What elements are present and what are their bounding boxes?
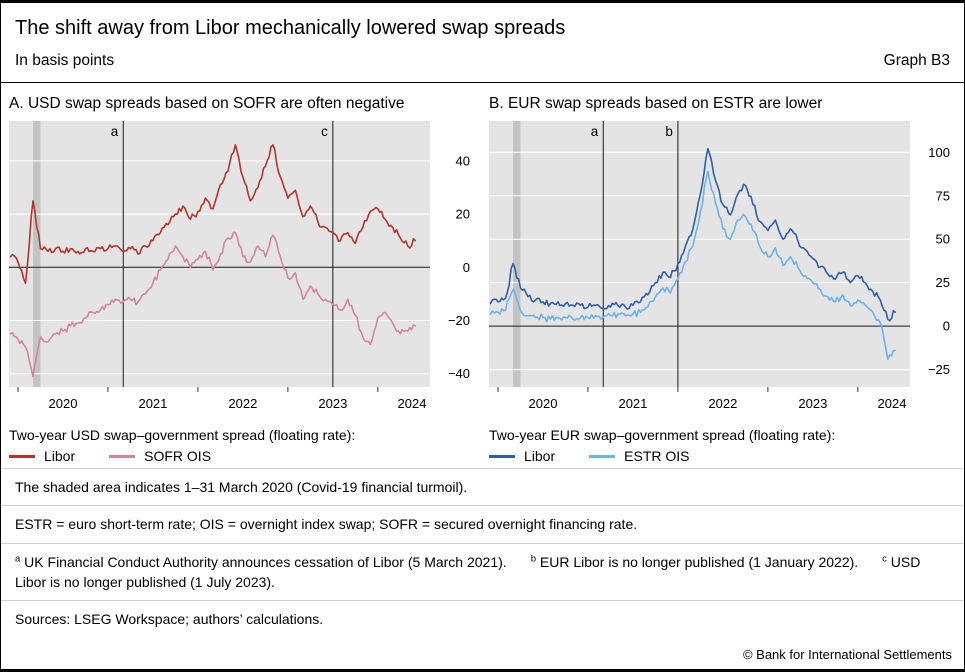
divider	[1, 468, 964, 469]
plot-area	[489, 121, 910, 387]
x-tick-label: 2024	[878, 396, 907, 411]
x-tick-label: 2024	[398, 396, 427, 411]
sources-line: Sources: LSEG Workspace; authors’ calcul…	[15, 611, 324, 628]
panel-b-title: B. EUR swap spreads based on ESTR are lo…	[489, 95, 823, 112]
event-label-c: c	[321, 124, 328, 139]
header-divider	[1, 82, 964, 83]
y-tick-label: −20	[448, 313, 470, 328]
panel-a: A. USD swap spreads based on SOFR are of…	[9, 93, 479, 464]
footnote-marker-a: a	[15, 552, 21, 564]
event-label-a: a	[111, 124, 119, 139]
panel-a-legend-items: Libor SOFR OIS	[9, 448, 479, 464]
legend-label-libor: Libor	[44, 448, 76, 464]
page-title: The shift away from Libor mechanically l…	[15, 17, 566, 39]
legend-label-libor: Libor	[524, 448, 556, 464]
footnote-abbreviations: ESTR = euro short-term rate; OIS = overn…	[15, 516, 638, 533]
panel-b-chart: −25 0 25 50 75 100 2020 2021 2022 2023 2024 a b	[489, 121, 950, 411]
panel-b-legend: Two-year EUR swap–government spread (flo…	[489, 427, 959, 464]
copyright: © Bank for International Settlements	[742, 647, 952, 662]
legend-swatch-estr-ois	[589, 454, 616, 458]
panel-a-chart: −40 −20 0 20 40 2020 2021 2022 2023 2024 a c	[9, 121, 470, 411]
y-tick-label: 0	[463, 260, 470, 275]
x-tick-label: 2022	[228, 396, 257, 411]
legend-label-sofr-ois: SOFR OIS	[144, 448, 212, 464]
graph-number: Graph B3	[883, 52, 950, 69]
divider	[1, 505, 964, 507]
legend-item-sofr-ois: SOFR OIS	[109, 448, 211, 464]
x-tick-label: 2020	[529, 396, 558, 411]
legend-item-estr-ois: ESTR OIS	[589, 448, 690, 464]
event-label-a: a	[591, 124, 599, 139]
footnote-markers: a UK Financial Conduct Authority announc…	[15, 552, 950, 593]
footnote-a: a UK Financial Conduct Authority announc…	[15, 552, 507, 570]
event-label-b: b	[665, 124, 673, 139]
y-tick-label: 50	[936, 232, 950, 247]
panel-b: B. EUR swap spreads based on ESTR are lo…	[489, 93, 959, 464]
copyright-row: © Bank for International Settlements	[1, 647, 964, 669]
x-tick-label: 2020	[49, 396, 78, 411]
y-tick-label: 20	[456, 207, 470, 222]
panel-a-legend: Two-year USD swap–government spread (flo…	[9, 427, 479, 464]
series-sofr-ois	[9, 231, 417, 378]
legend-swatch-libor	[489, 454, 515, 458]
subtitle-row: In basis points Graph B3	[15, 52, 950, 70]
series-libor	[489, 147, 897, 322]
footnote-marker-b: b	[530, 552, 536, 564]
covid-shaded-region	[513, 121, 521, 387]
y-tick-label: 25	[936, 275, 950, 290]
x-tick-label: 2023	[798, 396, 827, 411]
footnote-shaded-area: The shaded area indicates 1–31 March 202…	[15, 479, 468, 495]
x-tick-label: 2021	[138, 396, 167, 411]
y-tick-label: −40	[448, 366, 470, 381]
series-estr-ois	[489, 170, 897, 360]
units-label: In basis points	[15, 52, 115, 69]
panel-b-legend-heading: Two-year EUR swap–government spread (flo…	[489, 427, 836, 443]
x-tick-label: 2023	[318, 396, 347, 411]
covid-shaded-region	[33, 121, 41, 387]
legend-swatch-libor	[9, 454, 35, 458]
y-tick-label: 100	[928, 145, 950, 160]
legend-label-estr-ois: ESTR OIS	[624, 448, 690, 464]
panel-a-title: A. USD swap spreads based on SOFR are of…	[9, 95, 405, 112]
legend-swatch-sofr-ois	[109, 454, 136, 458]
panel-a-legend-heading: Two-year USD swap–government spread (flo…	[9, 427, 356, 443]
divider	[1, 600, 964, 602]
panels-row: A. USD swap spreads based on SOFR are of…	[1, 83, 964, 468]
series-libor	[9, 144, 417, 285]
legend-item-libor: Libor	[9, 448, 75, 464]
x-tick-label: 2021	[618, 396, 647, 411]
divider	[1, 542, 964, 544]
y-tick-label: −25	[928, 362, 950, 377]
legend-item-libor: Libor	[489, 448, 555, 464]
footnote-c: c USD Libor is no longer published (1 Ju…	[15, 552, 921, 590]
y-tick-label: 75	[936, 188, 950, 203]
footnote-marker-c: c	[882, 552, 887, 564]
footnote-b: b EUR Libor is no longer published (1 Ja…	[530, 552, 859, 570]
y-tick-label: 40	[456, 153, 470, 168]
y-tick-label: 0	[943, 319, 950, 334]
panel-b-legend-items: Libor ESTR OIS	[489, 448, 959, 464]
x-tick-label: 2022	[708, 396, 737, 411]
